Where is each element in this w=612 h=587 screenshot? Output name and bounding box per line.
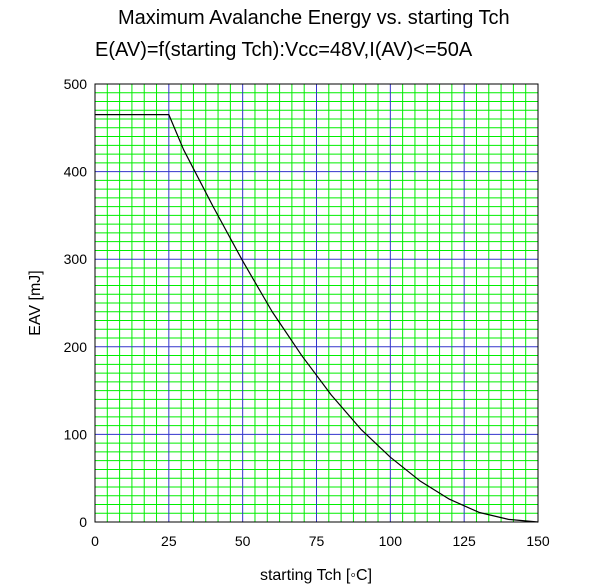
y-axis-label: EAV [mJ] [27, 270, 44, 336]
grid [95, 84, 538, 522]
x-tick-label: 150 [526, 533, 550, 549]
y-tick-label: 100 [64, 426, 88, 442]
series [95, 114, 539, 523]
x-tick-label: 0 [91, 533, 99, 549]
y-tick-label: 300 [64, 251, 88, 267]
x-tick-label: 25 [161, 533, 177, 549]
x-tick-label: 75 [309, 533, 325, 549]
y-tick-label: 0 [79, 514, 87, 530]
y-tick-label: 200 [64, 339, 88, 355]
y-axis-ticks: 0 100 200 300 400 500 [64, 76, 88, 530]
plot-frame [94, 83, 539, 523]
series-line [95, 114, 539, 523]
plot-area [94, 83, 539, 523]
y-tick-label: 400 [64, 164, 88, 180]
chart-subtitle: E(AV)=f(starting Tch):Vcc=48V,I(AV)<=50A [95, 39, 473, 61]
x-axis-ticks: 0 25 50 75 100 125 150 [91, 533, 550, 549]
x-axis-label: starting Tch [◦C] [260, 567, 372, 584]
y-tick-label: 500 [64, 76, 88, 92]
x-tick-label: 100 [379, 533, 403, 549]
chart-title: Maximum Avalanche Energy vs. starting Tc… [118, 7, 510, 29]
x-tick-label: 125 [452, 533, 476, 549]
x-tick-label: 50 [235, 533, 251, 549]
